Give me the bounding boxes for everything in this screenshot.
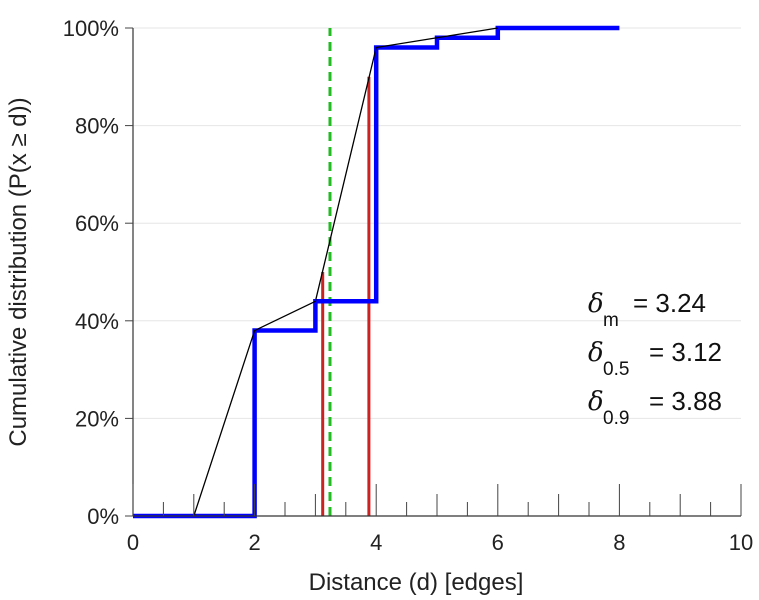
x-tick-label: 10 (729, 530, 753, 555)
delta-value: = 3.24 (633, 288, 706, 318)
tick-labels: 0 2 4 6 8 100%20%40%60%80%100% (63, 16, 754, 555)
x-tick-label: 6 (492, 530, 504, 555)
x-tick-label: 4 (370, 530, 382, 555)
x-tick-label: 8 (613, 530, 625, 555)
delta-symbol: δ (588, 387, 604, 417)
delta-annotation: δ0.5 = 3.12 (588, 337, 722, 380)
y-tick-label: 100% (63, 16, 119, 41)
step-series-line (133, 25, 620, 519)
delta-subscript: 0.5 (603, 359, 629, 380)
series (133, 25, 620, 519)
y-tick-label: 40% (75, 309, 119, 334)
delta-symbol: δ (588, 338, 604, 368)
delta-value: = 3.12 (649, 337, 722, 367)
delta-symbol: δ (588, 289, 604, 319)
y-tick-label: 0% (87, 504, 119, 529)
x-tick-label: 2 (248, 530, 260, 555)
grid (133, 27, 741, 419)
y-tick-label: 20% (75, 406, 119, 431)
delta-subscript: m (603, 310, 619, 331)
y-tick-label: 60% (75, 211, 119, 236)
delta-annotation: δm = 3.24 (588, 288, 706, 331)
delta-subscript: 0.9 (603, 408, 629, 429)
y-axis-title: Cumulative distribution (P(x ≥ d)) (5, 97, 32, 446)
x-tick-label: 0 (127, 530, 139, 555)
y-tick-label: 80% (75, 114, 119, 139)
delta-annotation: δ0.9 = 3.88 (588, 386, 722, 429)
interpolated-series-line (193, 27, 498, 517)
axes (125, 27, 742, 517)
vertical-markers (321, 28, 371, 516)
delta-value: = 3.88 (649, 386, 722, 416)
x-axis-title: Distance (d) [edges] (309, 569, 524, 596)
